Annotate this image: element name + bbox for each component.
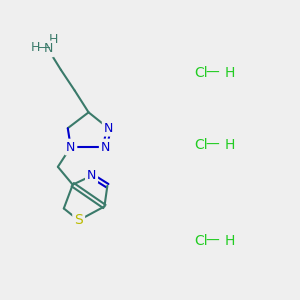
Text: Cl: Cl [195, 138, 208, 152]
Text: N: N [101, 140, 110, 154]
Text: N: N [104, 122, 113, 135]
Text: N: N [66, 140, 75, 154]
Text: —: — [206, 234, 219, 248]
Text: H: H [30, 41, 40, 55]
Text: H: H [224, 234, 235, 248]
Text: Cl: Cl [195, 234, 208, 248]
Text: Cl: Cl [195, 66, 208, 80]
Text: —: — [38, 41, 50, 55]
Text: S: S [74, 213, 83, 227]
Text: N: N [87, 169, 96, 182]
Text: H: H [224, 66, 235, 80]
Text: H: H [49, 32, 58, 46]
Text: —: — [206, 66, 219, 80]
Text: N: N [43, 42, 52, 56]
Text: H: H [224, 138, 235, 152]
Text: —: — [206, 138, 219, 152]
